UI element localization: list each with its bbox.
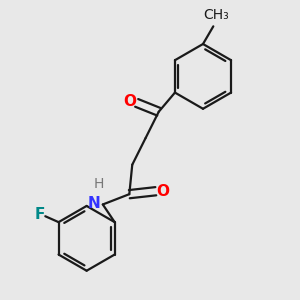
Text: H: H [93, 177, 103, 191]
Text: O: O [123, 94, 136, 109]
Text: CH₃: CH₃ [203, 8, 229, 22]
Text: N: N [88, 196, 100, 211]
Text: O: O [157, 184, 170, 199]
Text: F: F [34, 207, 45, 222]
